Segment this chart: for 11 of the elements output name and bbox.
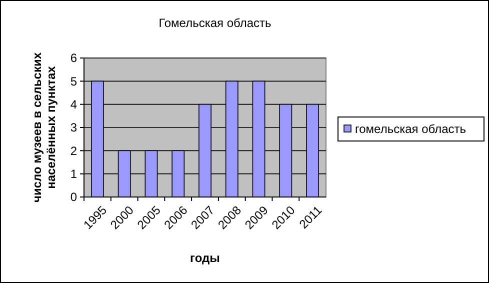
y-tick-label: 2 [70, 144, 78, 158]
y-tick-label: 5 [70, 74, 78, 88]
y-tick-label: 3 [70, 120, 78, 135]
y-tick-label: 4 [70, 98, 78, 112]
y-tick-label: 1 [70, 167, 78, 182]
y-tick-label: 0 [70, 190, 78, 204]
y-axis-title: число музеев в сельских населённых пунктах [30, 52, 58, 203]
y-tick-label: 6 [70, 51, 78, 66]
chart-title: Гомельская область [158, 16, 272, 30]
legend-label: гомельская область [355, 122, 466, 136]
x-axis-title: годы [190, 251, 220, 265]
